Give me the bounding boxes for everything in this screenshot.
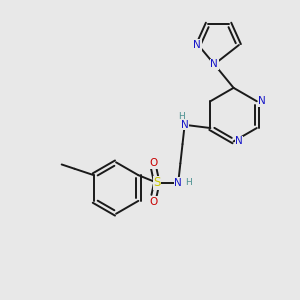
Text: N: N [235, 136, 243, 146]
Text: O: O [149, 197, 158, 207]
Text: H: H [178, 112, 185, 121]
Text: O: O [149, 158, 158, 168]
Text: S: S [153, 176, 160, 189]
Text: H: H [186, 178, 192, 187]
Text: N: N [174, 178, 182, 188]
Text: N: N [193, 40, 201, 50]
Text: N: N [258, 96, 266, 106]
Text: N: N [210, 59, 218, 69]
Text: N: N [181, 120, 188, 130]
